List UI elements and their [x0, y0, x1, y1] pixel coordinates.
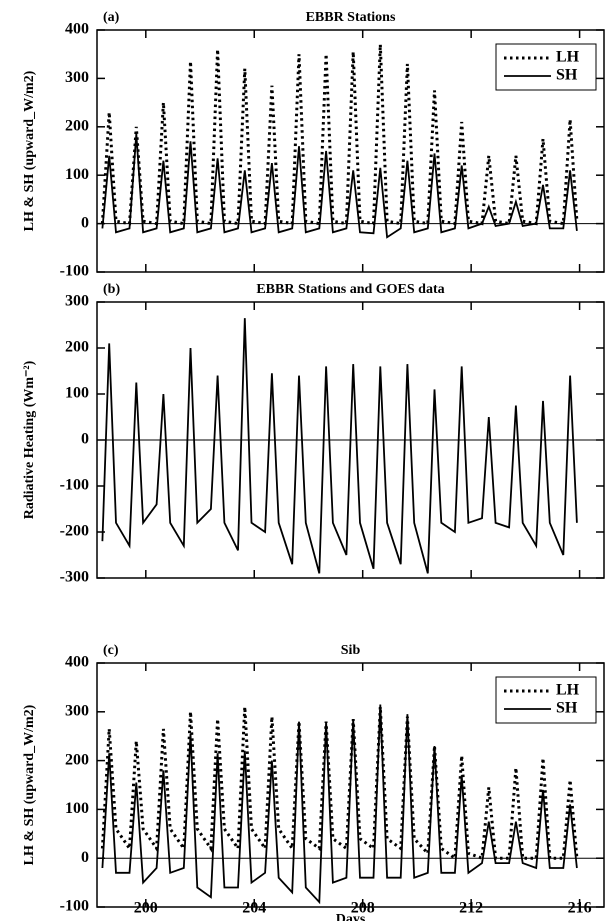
- x-axis-label: Days: [336, 912, 366, 921]
- series-line: [100, 44, 579, 226]
- series-line: [101, 704, 578, 905]
- x-tick-label: 216: [568, 900, 592, 917]
- y-tick-label: 0: [81, 849, 89, 866]
- panel-label: (a): [103, 10, 120, 25]
- y-tick-label: -100: [60, 898, 89, 915]
- plot-frame: [96, 29, 605, 273]
- y-tick-label: 300: [65, 69, 89, 86]
- y-tick-label: 200: [65, 339, 89, 356]
- y-tick-label: 300: [65, 702, 89, 719]
- y-tick-label: -200: [60, 523, 89, 540]
- panel-label: (b): [103, 282, 120, 297]
- legend-label: SH: [556, 700, 578, 717]
- y-tick-label: -100: [60, 477, 89, 494]
- y-axis-label: Radiative Heating (Wm⁻²): [22, 360, 37, 519]
- y-axis-label: LH & SH (upward_W/m2): [22, 704, 37, 865]
- x-tick-label: 212: [459, 900, 483, 917]
- y-tick-label: 100: [65, 800, 89, 817]
- legend-label: SH: [556, 67, 578, 84]
- series-line: [100, 706, 579, 861]
- y-tick-label: 100: [65, 166, 89, 183]
- plot-frame: [96, 662, 605, 908]
- chart-title: EBBR Stations and GOES data: [256, 282, 444, 297]
- y-tick-label: 300: [65, 293, 89, 310]
- y-tick-label: 0: [81, 214, 89, 231]
- x-tick-label: 204: [242, 900, 266, 917]
- y-tick-label: -100: [60, 263, 89, 280]
- series-line: [101, 134, 578, 239]
- x-tick-label: 200: [134, 900, 158, 917]
- legend-box: [495, 43, 597, 91]
- y-tick-label: 400: [65, 21, 89, 38]
- legend-label: LH: [556, 49, 580, 66]
- series-line: [101, 318, 578, 574]
- panel-label: (c): [103, 643, 119, 658]
- y-tick-label: 100: [65, 385, 89, 402]
- y-tick-label: 400: [65, 654, 89, 671]
- legend-label: LH: [556, 682, 580, 699]
- y-tick-label: 200: [65, 117, 89, 134]
- legend-box: [495, 676, 597, 724]
- x-tick-label: 208: [351, 900, 375, 917]
- y-tick-label: -300: [60, 569, 89, 586]
- y-axis-label: LH & SH (upward_W/m2): [22, 70, 37, 231]
- chart-title: EBBR Stations: [306, 10, 396, 25]
- chart-title: Sib: [341, 643, 361, 658]
- y-tick-label: 200: [65, 751, 89, 768]
- y-tick-label: 0: [81, 431, 89, 448]
